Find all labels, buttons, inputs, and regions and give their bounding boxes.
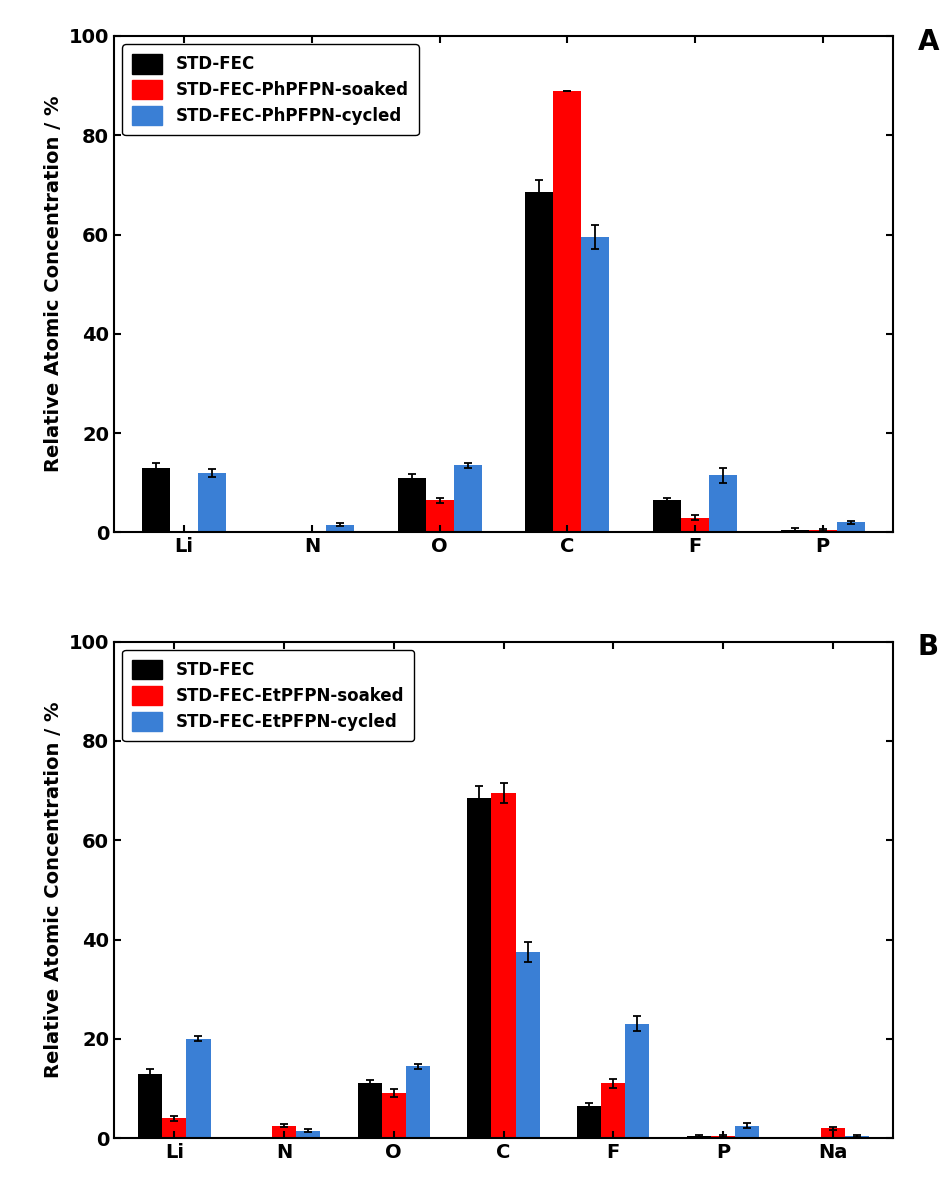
Bar xyxy=(553,91,581,532)
Bar xyxy=(781,530,808,532)
Legend: STD-FEC, STD-FEC-PhPFPN-soaked, STD-FEC-PhPFPN-cycled: STD-FEC, STD-FEC-PhPFPN-soaked, STD-FEC-… xyxy=(123,44,419,135)
Bar xyxy=(516,952,540,1138)
Bar xyxy=(467,798,491,1138)
Bar xyxy=(186,1039,211,1138)
Bar xyxy=(382,1094,406,1138)
Bar xyxy=(577,1106,601,1138)
Bar xyxy=(397,478,426,532)
Bar xyxy=(454,465,482,532)
Bar xyxy=(653,500,681,532)
Bar xyxy=(808,530,837,532)
Bar xyxy=(357,1083,382,1138)
Bar xyxy=(162,1118,186,1138)
Bar xyxy=(711,1136,735,1138)
Bar xyxy=(735,1126,759,1138)
Bar xyxy=(581,237,610,532)
Bar xyxy=(491,793,516,1138)
Legend: STD-FEC, STD-FEC-EtPFPN-soaked, STD-FEC-EtPFPN-cycled: STD-FEC, STD-FEC-EtPFPN-soaked, STD-FEC-… xyxy=(123,651,414,742)
Bar xyxy=(709,476,737,532)
Bar xyxy=(845,1136,869,1138)
Bar xyxy=(426,500,454,532)
Y-axis label: Relative Atomic Concentration / %: Relative Atomic Concentration / % xyxy=(45,96,64,472)
Bar xyxy=(687,1136,711,1138)
Bar xyxy=(272,1126,296,1138)
Bar xyxy=(406,1066,430,1138)
Bar xyxy=(296,1131,320,1138)
Bar xyxy=(138,1073,162,1138)
Bar xyxy=(625,1024,650,1138)
Bar xyxy=(199,473,226,532)
Bar xyxy=(837,522,865,532)
Bar xyxy=(525,193,553,532)
Bar xyxy=(326,525,354,532)
Text: A: A xyxy=(918,28,940,55)
Y-axis label: Relative Atomic Concentration / %: Relative Atomic Concentration / % xyxy=(45,702,64,1078)
Text: B: B xyxy=(918,634,940,661)
Bar xyxy=(681,518,709,532)
Bar xyxy=(142,468,170,532)
Bar xyxy=(601,1083,625,1138)
Bar xyxy=(821,1129,845,1138)
